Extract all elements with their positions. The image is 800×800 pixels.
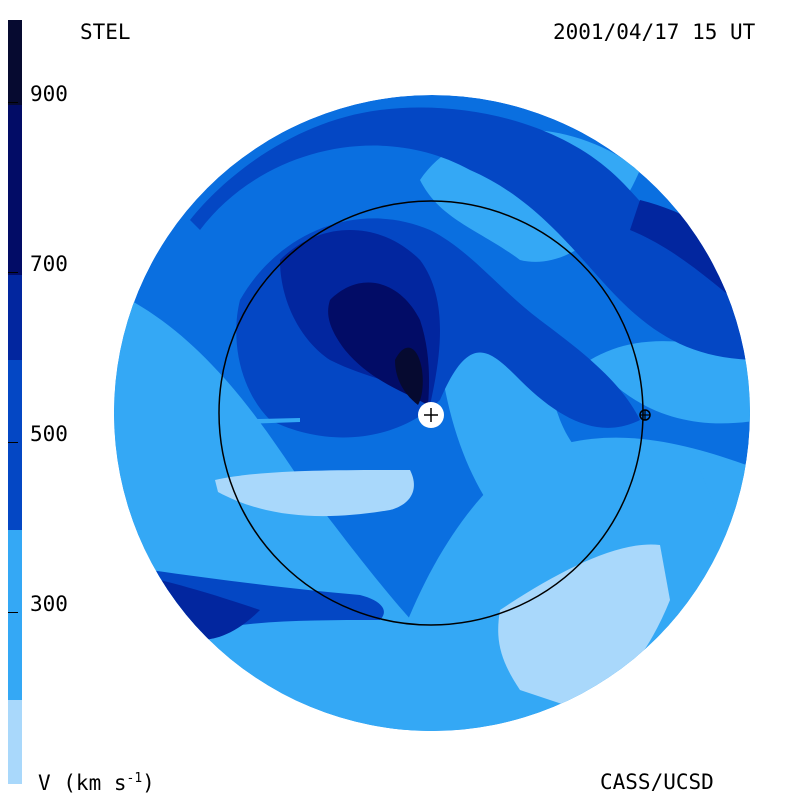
region-dark: [190, 107, 750, 360]
units-close: ): [142, 771, 155, 795]
region-pale: [215, 470, 414, 517]
region-core: [395, 347, 423, 405]
colorbar-tick-label: 500: [30, 422, 68, 446]
earth-marker-icon: [639, 409, 651, 421]
streak: [215, 418, 300, 425]
credit-label: CASS/UCSD: [600, 770, 714, 794]
colorbar-segment: [8, 530, 22, 700]
region-light: [440, 348, 720, 550]
region-darker: [160, 580, 260, 640]
colorbar-segment: [8, 700, 22, 784]
colorbar-tick: [8, 102, 18, 103]
colorbar-segment: [8, 360, 22, 530]
sun-marker-icon: [418, 402, 444, 428]
velocity-colorbar: [8, 20, 22, 784]
observatory-label: STEL: [80, 20, 131, 44]
colorbar-tick: [8, 272, 18, 273]
units-exponent: -1: [126, 771, 143, 786]
timestamp-label: 2001/04/17 15 UT: [553, 20, 756, 44]
colorbar-segment: [8, 105, 22, 275]
colorbar-segment: [8, 20, 22, 105]
orbit-circle: [218, 200, 644, 626]
region-light: [590, 341, 750, 424]
colorbar-tick-label: 700: [30, 252, 68, 276]
colorbar-tick: [8, 612, 18, 613]
colorbar-tick-label: 900: [30, 82, 68, 106]
units-label: V (km s-1): [38, 772, 155, 794]
colorbar-segment: [8, 275, 22, 360]
colorbar-tick-label: 300: [30, 592, 68, 616]
colorbar-tick: [8, 442, 18, 443]
units-text: V (km s: [38, 771, 127, 795]
